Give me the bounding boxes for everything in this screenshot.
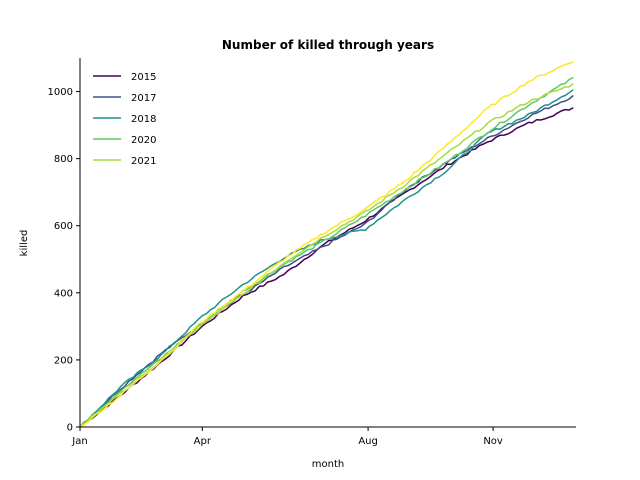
legend: 2015 2017 2018 2020 2021	[93, 72, 156, 167]
y-ticks: 0 200 400 600 800 1000	[48, 87, 80, 434]
y-tick-label: 0	[67, 423, 73, 434]
y-tick-label: 200	[54, 355, 73, 366]
y-tick-label: 600	[54, 221, 73, 232]
legend-label-2017: 2017	[131, 93, 156, 104]
legend-label-2021: 2021	[131, 156, 156, 167]
x-ticks: Jan Apr Aug Nov	[71, 427, 503, 447]
y-tick-label: 400	[54, 288, 73, 299]
y-tick-label: 1000	[48, 87, 73, 98]
y-tick-label: 800	[54, 154, 73, 165]
x-tick-label: Jan	[71, 436, 87, 447]
plot-area: Jan Apr Aug Nov 0 200 400 600 800 1000	[48, 58, 576, 447]
legend-label-2020: 2020	[131, 135, 156, 146]
x-axis-label: month	[312, 459, 344, 470]
legend-label-2018: 2018	[131, 114, 156, 125]
series-line-2017	[79, 94, 574, 428]
series-line-2021	[79, 83, 574, 428]
series-line-2020	[79, 76, 574, 428]
y-axis-label: killed	[19, 230, 30, 257]
x-tick-label: Nov	[483, 436, 503, 447]
series-layer	[79, 61, 574, 428]
series-line-2015	[79, 106, 574, 428]
legend-label-2015: 2015	[131, 72, 156, 83]
chart-title: Number of killed through years	[222, 38, 434, 52]
x-tick-label: Aug	[358, 436, 378, 447]
x-tick-label: Apr	[194, 436, 212, 447]
series-line-5	[79, 61, 574, 428]
